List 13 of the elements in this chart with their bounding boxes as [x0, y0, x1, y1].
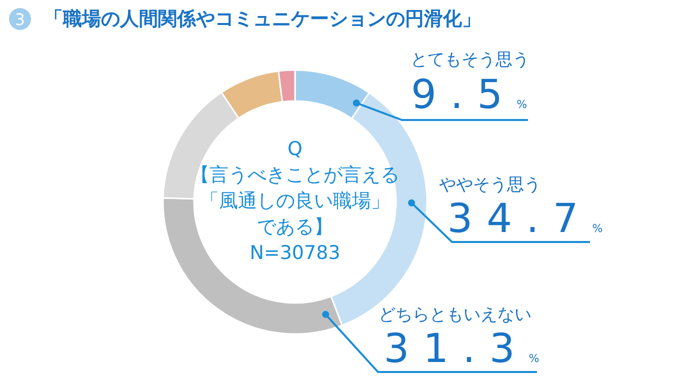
- slice-label: どちらともいえない: [378, 305, 532, 325]
- slice-label: とてもそう思う: [410, 50, 530, 70]
- text: 【言うべきことが言える: [190, 164, 400, 186]
- text: 「風通しの良い職場」: [200, 190, 390, 212]
- data-label: 9.5%: [410, 72, 528, 118]
- slice-label: ややそう思う: [439, 175, 541, 195]
- text: Q: [288, 138, 302, 160]
- text: N=30783: [250, 242, 340, 264]
- text: 3: [14, 10, 26, 29]
- data-label: 31.3%: [384, 326, 540, 372]
- chart-title: 「職場の人間関係やコミュニケーションの円滑化」: [44, 8, 481, 30]
- text: である】: [257, 216, 333, 238]
- data-label: 34.7%: [447, 196, 603, 242]
